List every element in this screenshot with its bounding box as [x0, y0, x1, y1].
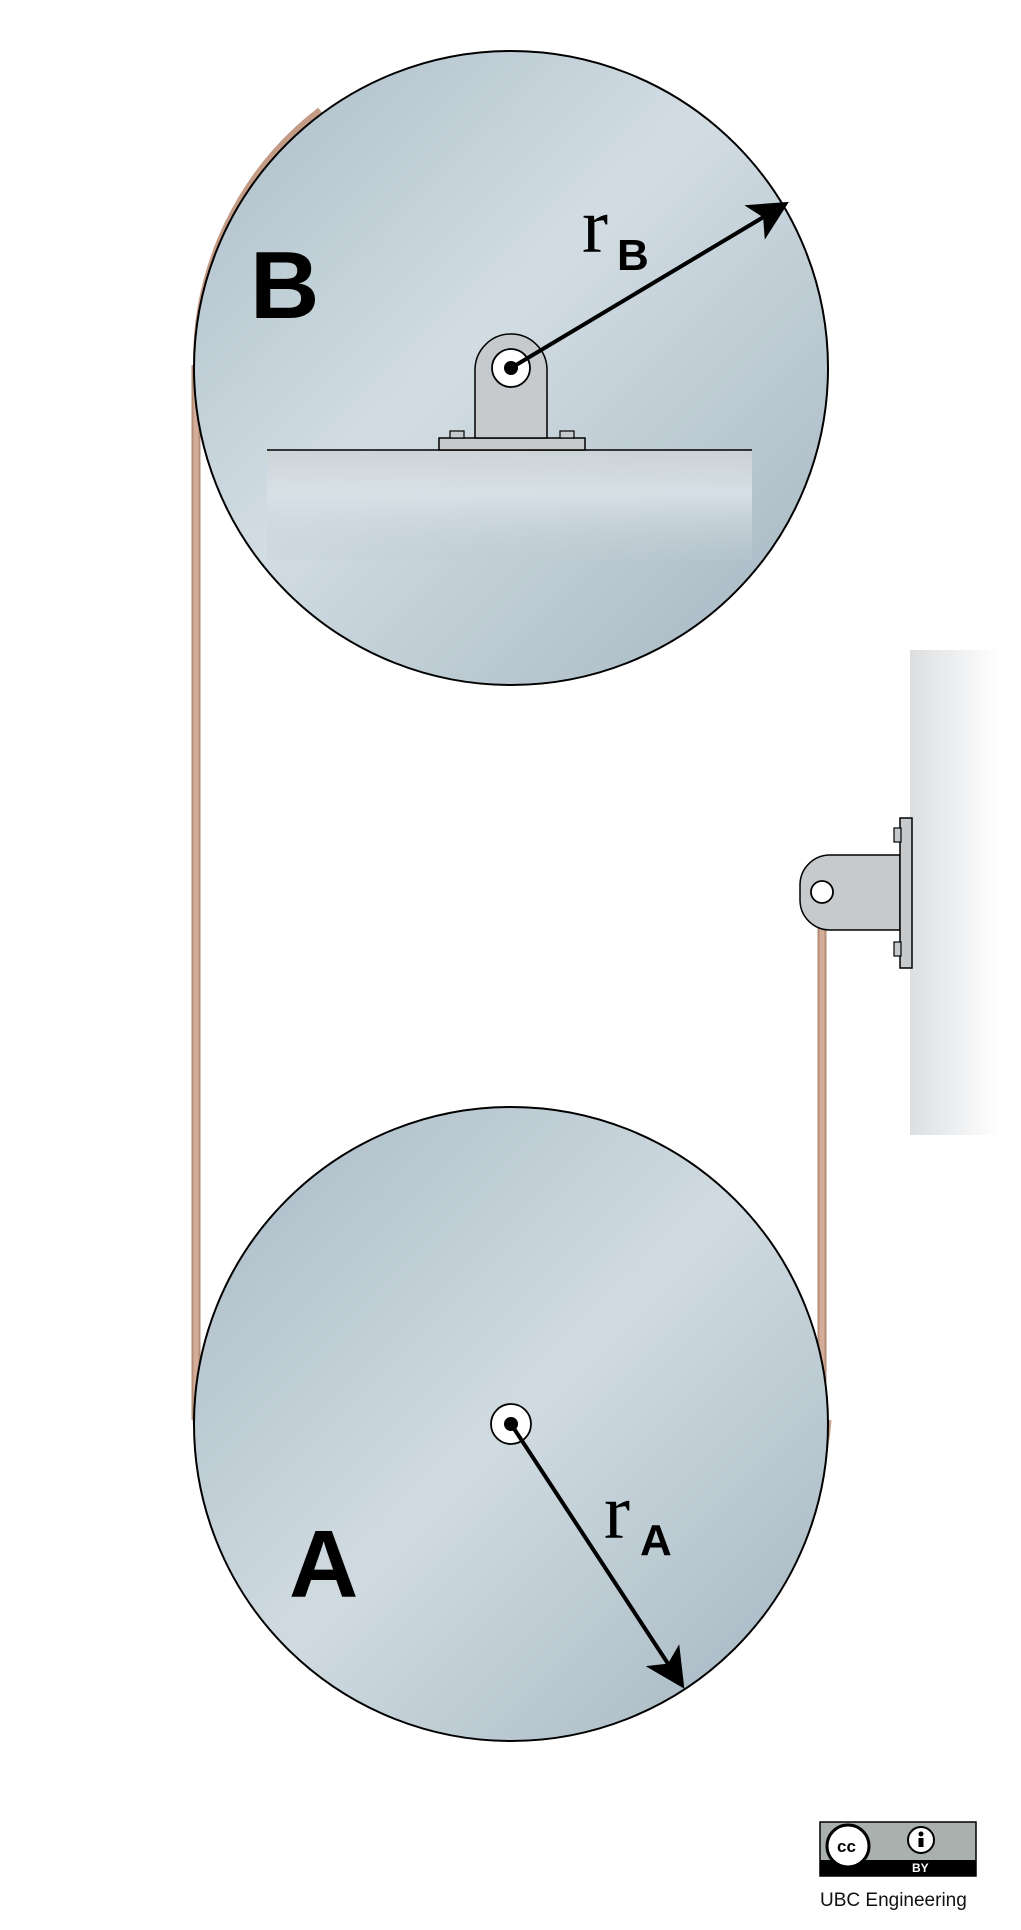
pulley-a-label: A: [289, 1511, 358, 1618]
pulley-b-label: B: [250, 232, 319, 339]
wall-bolt-bottom: [893, 941, 902, 957]
bolt-left: [449, 430, 465, 439]
wall-bracket-arm: [799, 854, 901, 931]
radius-a-arrow: [509, 1422, 685, 1689]
pulley-b: B r B: [193, 50, 829, 686]
svg-text:cc: cc: [837, 1837, 856, 1856]
cc-by-text: BY: [912, 1861, 929, 1875]
ground-support: [267, 450, 752, 560]
wall: [910, 650, 1000, 1135]
cc-icon: [825, 1823, 871, 1869]
radius-a-label: r: [604, 1468, 630, 1555]
wall-pin: [810, 880, 834, 904]
bolt-right: [559, 430, 575, 439]
wall-plate: [899, 817, 913, 969]
wall-bracket: [799, 817, 913, 969]
cc-by-badge: cc BY: [819, 1821, 977, 1877]
bracket-base: [438, 437, 586, 451]
radius-b-label: r: [582, 182, 608, 269]
credit-text: UBC Engineering: [820, 1890, 967, 1911]
wall-bolt-top: [893, 827, 902, 843]
pulley-a: A r A: [193, 1106, 829, 1742]
radius-b-subscript: B: [617, 231, 649, 280]
radius-a-subscript: A: [640, 1516, 672, 1565]
radius-b-arrow: [509, 201, 789, 370]
